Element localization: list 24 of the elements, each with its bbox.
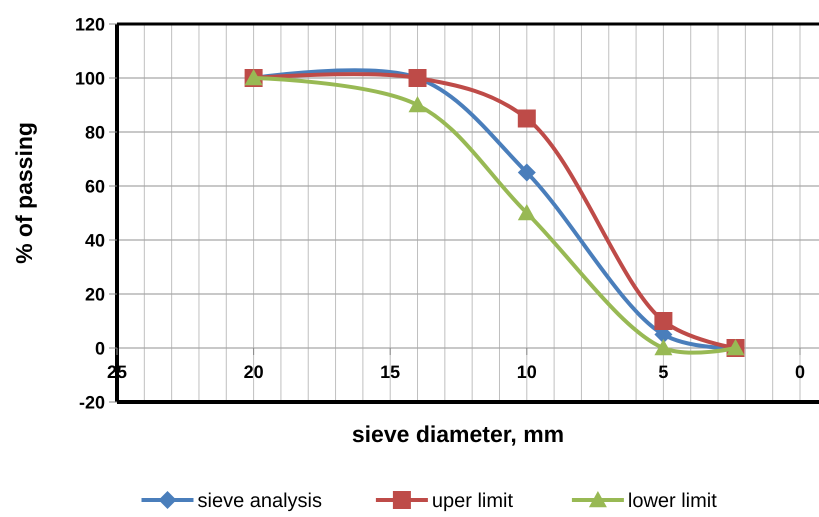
y-axis-title: % of passing <box>11 122 37 264</box>
legend-label: lower limit <box>628 490 718 512</box>
y-tick-label: 100 <box>74 68 105 88</box>
point <box>654 339 672 356</box>
y-tick-label: 120 <box>74 14 105 34</box>
x-tick-label: 20 <box>244 362 264 382</box>
x-axis-title: sieve diameter, mm <box>352 421 564 447</box>
x-tick-label: 0 <box>794 362 806 382</box>
point <box>518 110 536 128</box>
x-tick-label: 5 <box>658 362 668 382</box>
point <box>654 312 672 330</box>
x-tick-label: 10 <box>516 362 537 382</box>
point <box>518 164 536 182</box>
x-tick-label: 15 <box>380 362 400 382</box>
y-tick-label: 0 <box>94 338 105 358</box>
point <box>408 96 427 112</box>
legend-label: uper limit <box>432 490 514 512</box>
point <box>518 204 536 220</box>
y-tick-label: 20 <box>84 284 105 304</box>
y-tick-label: 60 <box>84 176 105 196</box>
legend-label: sieve analysis <box>198 490 322 512</box>
y-tick-label: 40 <box>84 230 105 250</box>
y-tick-label: 80 <box>84 122 105 142</box>
y-tick-label: -20 <box>78 392 105 412</box>
